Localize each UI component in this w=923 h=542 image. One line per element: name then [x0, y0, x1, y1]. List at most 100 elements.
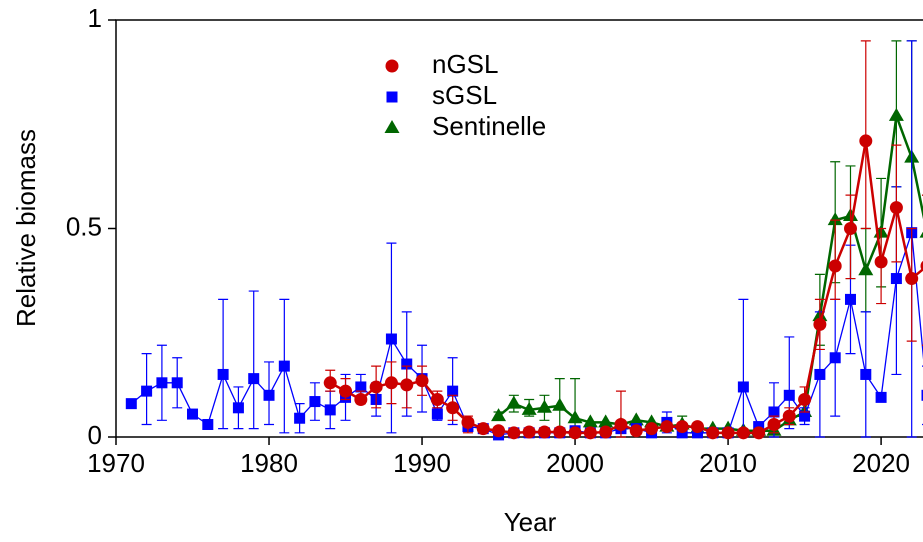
marker: [599, 425, 613, 439]
x-tick-label: 2000: [546, 448, 604, 478]
marker: [752, 426, 766, 440]
marker: [598, 414, 614, 428]
marker: [461, 415, 475, 429]
error-bar: [845, 194, 856, 280]
marker: [628, 412, 644, 426]
marker: [415, 374, 429, 388]
marker: [737, 381, 749, 393]
marker: [767, 417, 781, 431]
marker: [614, 417, 628, 431]
marker: [431, 408, 443, 420]
marker: [521, 401, 537, 415]
marker: [645, 422, 659, 436]
marker: [232, 402, 244, 414]
marker: [400, 378, 414, 392]
marker: [202, 418, 214, 430]
marker: [782, 409, 796, 423]
y-tick-label: 0: [88, 420, 102, 450]
marker: [492, 424, 506, 438]
marker: [355, 381, 367, 393]
marker: [890, 273, 902, 285]
plot-frame: [115, 19, 923, 438]
marker: [141, 385, 153, 397]
marker: [568, 426, 582, 440]
marker: [156, 377, 168, 389]
marker: [476, 422, 490, 436]
x-tick-label: 1990: [393, 448, 451, 478]
series-line: [497, 115, 923, 432]
legend-label: sGSL: [432, 80, 497, 110]
marker: [706, 426, 720, 440]
marker: [919, 231, 923, 238]
marker: [506, 395, 522, 409]
marker: [660, 420, 674, 434]
marker: [522, 425, 536, 439]
marker: [354, 392, 368, 406]
marker: [384, 376, 398, 390]
series: [323, 40, 923, 440]
marker: [278, 360, 290, 372]
marker: [798, 392, 812, 406]
marker: [217, 368, 229, 380]
x-tick-label: 1980: [240, 448, 298, 478]
x-tick-label: 2020: [852, 448, 910, 478]
legend-marker: [385, 59, 399, 73]
x-tick-label: 2010: [699, 448, 757, 478]
marker: [921, 389, 923, 401]
marker: [385, 333, 397, 345]
marker: [920, 260, 923, 272]
marker: [583, 426, 597, 440]
marker: [187, 408, 199, 420]
marker: [447, 385, 459, 397]
marker: [553, 425, 567, 439]
marker: [446, 401, 460, 415]
series: [491, 40, 923, 438]
marker: [736, 426, 750, 440]
marker: [629, 424, 643, 438]
marker: [858, 262, 874, 276]
marker: [309, 396, 321, 408]
marker: [875, 391, 887, 403]
marker: [799, 410, 811, 422]
marker: [323, 376, 337, 390]
y-tick-label: 1: [88, 3, 102, 33]
marker: [552, 397, 568, 411]
marker: [369, 380, 383, 394]
marker: [829, 352, 841, 364]
legend-marker: [384, 120, 400, 133]
marker: [536, 399, 552, 413]
series-line: [329, 140, 923, 435]
marker: [171, 377, 183, 389]
marker: [905, 272, 919, 286]
legend-label: nGSL: [432, 49, 499, 79]
legend-marker: [386, 91, 398, 103]
marker: [768, 406, 780, 418]
marker: [888, 107, 904, 121]
marker: [507, 426, 521, 440]
marker: [582, 414, 598, 428]
error-bar: [218, 298, 229, 430]
legend-label: Sentinelle: [432, 111, 546, 141]
y-tick-label: 0.5: [66, 211, 102, 241]
series: [125, 40, 923, 441]
marker: [860, 368, 872, 380]
marker: [125, 398, 137, 410]
marker: [567, 410, 583, 424]
y-axis-label: Relative biomass: [11, 129, 41, 327]
marker: [859, 134, 873, 148]
marker: [690, 420, 704, 434]
x-tick-label: 1970: [87, 448, 145, 478]
marker: [783, 389, 795, 401]
error-bar: [738, 298, 749, 438]
marker: [828, 259, 842, 273]
error-bar: [248, 290, 259, 430]
marker: [491, 408, 507, 422]
marker: [813, 317, 827, 331]
marker: [401, 358, 413, 370]
marker: [721, 426, 735, 440]
marker: [843, 222, 857, 235]
marker: [827, 212, 843, 226]
marker: [675, 420, 689, 434]
marker: [339, 384, 353, 398]
